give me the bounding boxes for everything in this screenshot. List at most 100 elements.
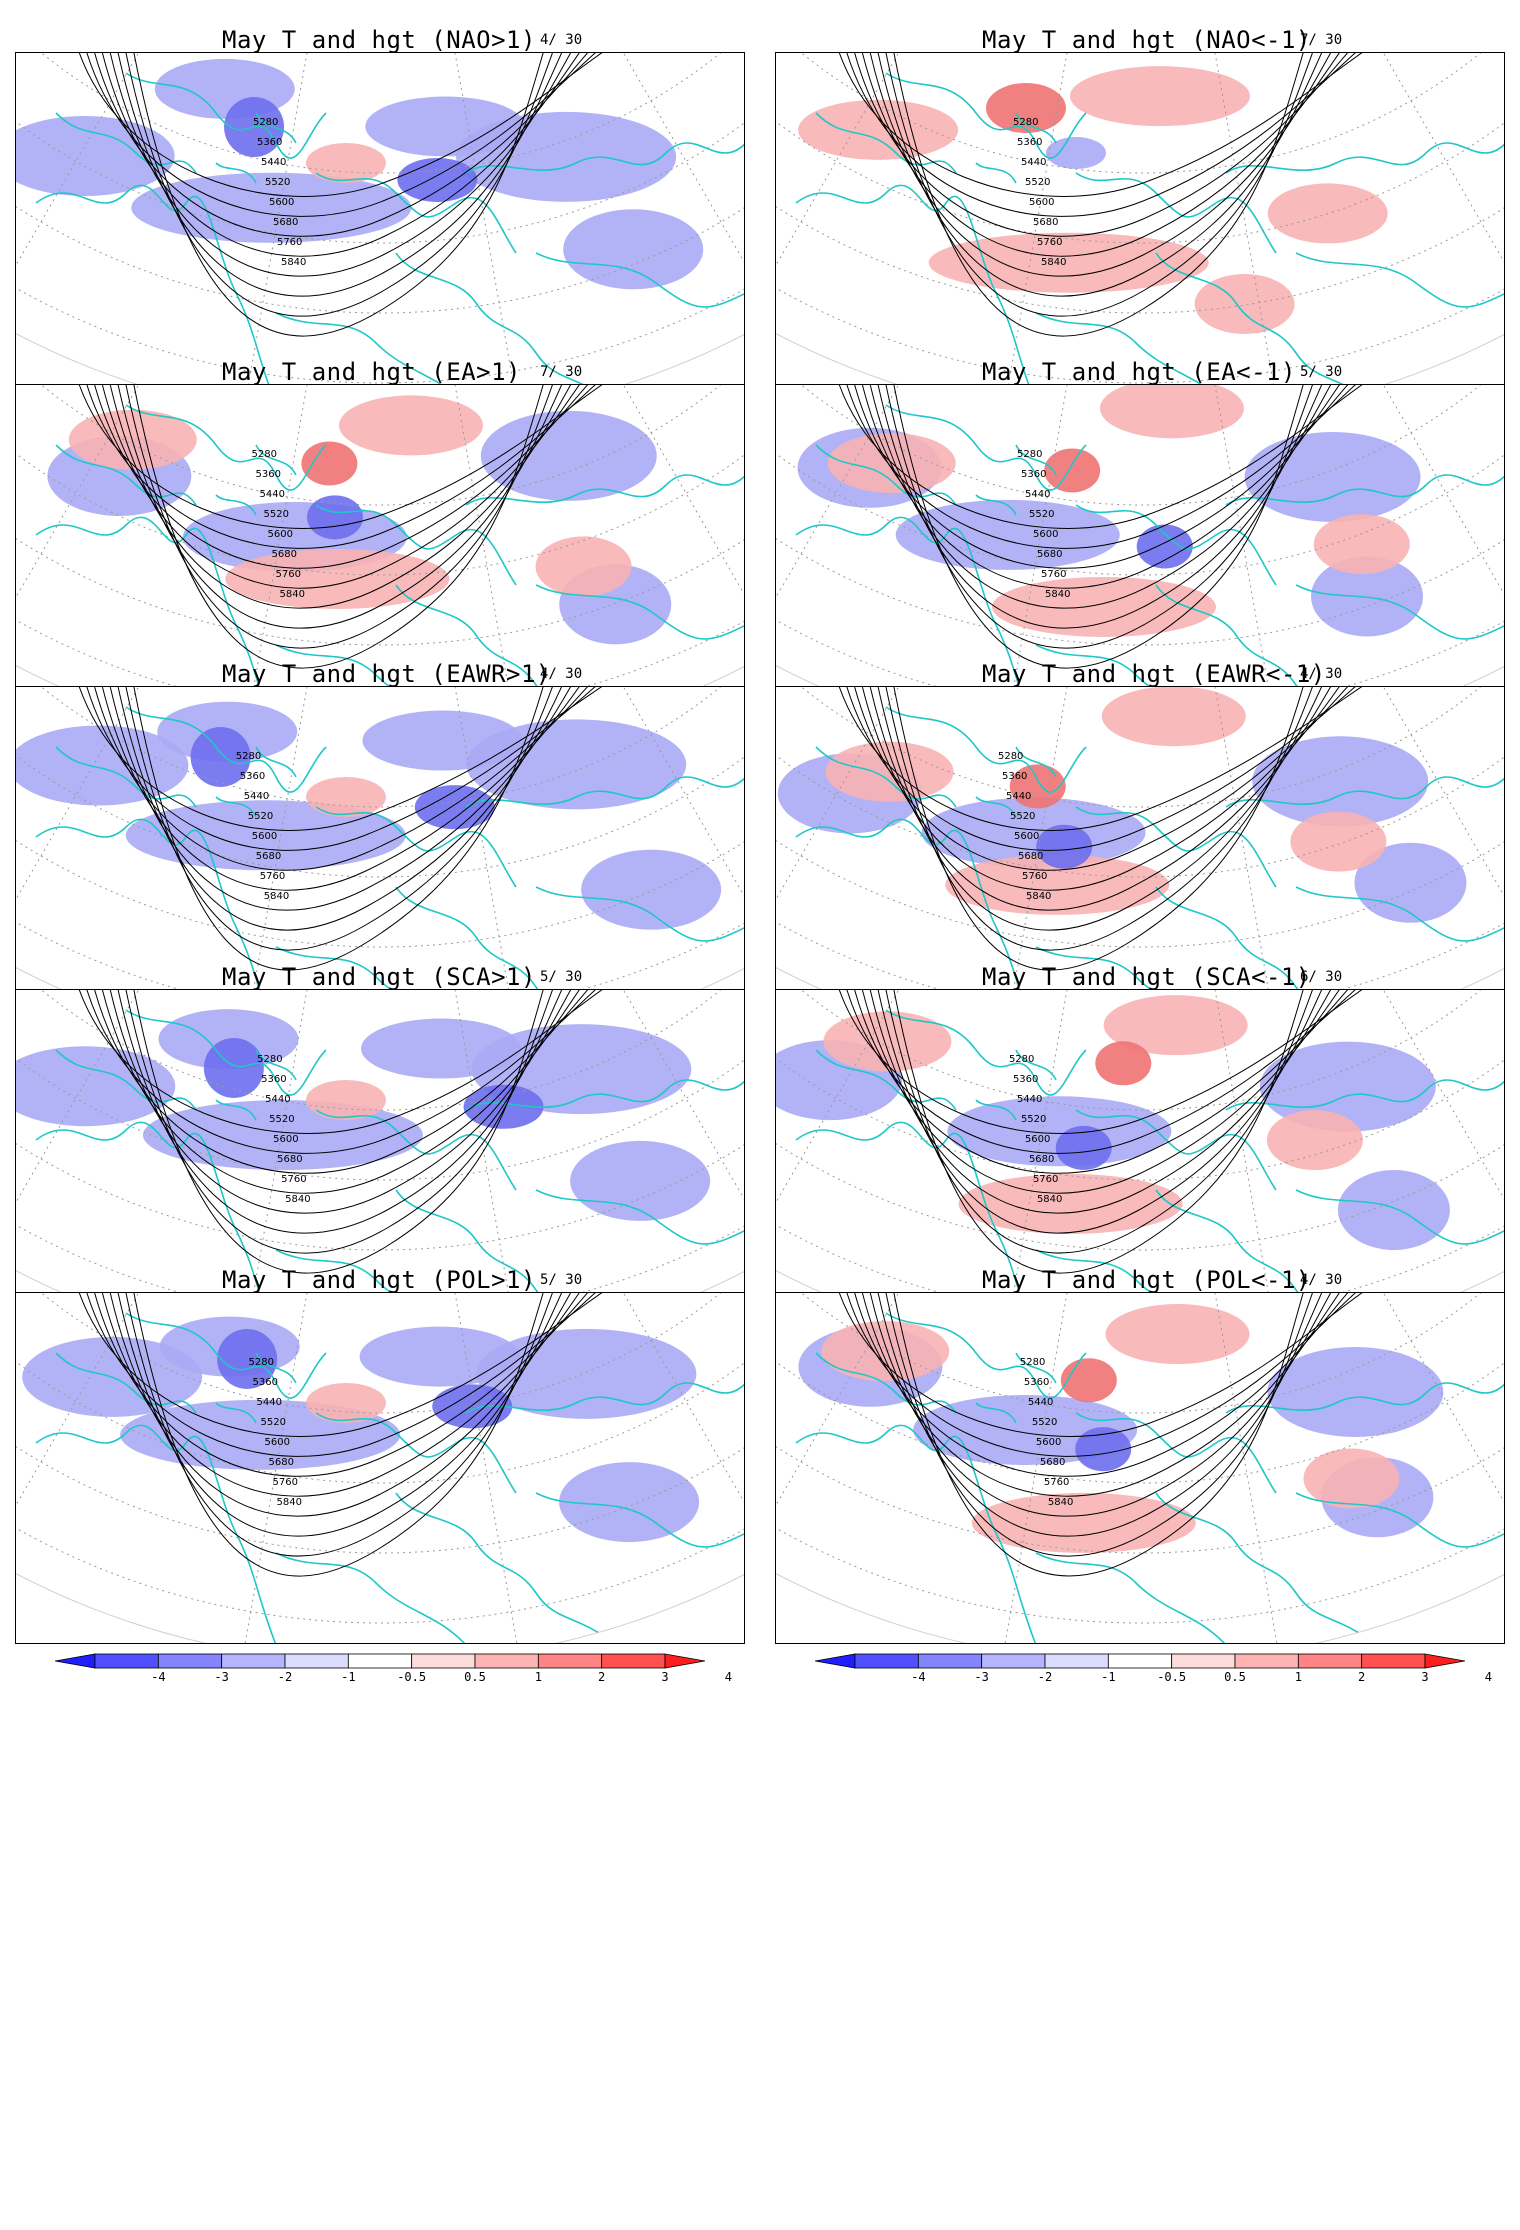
warm-anomaly-area <box>1290 811 1387 872</box>
contour-label: 5280 <box>1013 117 1038 128</box>
contour-label: 5280 <box>1020 1357 1045 1368</box>
coastline <box>255 112 297 144</box>
contour-label: 5840 <box>1041 257 1066 268</box>
cold-anomaly-area <box>16 725 189 806</box>
contour-label: 5440 <box>1021 157 1046 168</box>
contour-label: 5360 <box>1017 137 1042 148</box>
coastline <box>795 1424 1037 1643</box>
latitude-line <box>16 385 744 646</box>
coastline <box>1035 1552 1227 1643</box>
coastline <box>1075 1412 1277 1494</box>
height-contour <box>883 687 1317 951</box>
colorbar-tick-label: -0.5 <box>1157 1670 1187 1684</box>
cold-anomaly-area <box>365 96 526 157</box>
contour-label: 5440 <box>1006 791 1031 802</box>
height-contour <box>891 687 1307 971</box>
coastline <box>275 312 467 403</box>
cold-anomaly-area <box>581 849 722 930</box>
warm-anomaly-area <box>1101 687 1246 747</box>
map-frame: 5280 5360 5440 5520 5600 5680 5760 5840 <box>15 1292 745 1644</box>
coastline <box>215 494 257 516</box>
colorbar-tick-label: 3 <box>661 1670 669 1684</box>
panel-title-text: May T and hgt (EA>1) <box>222 358 521 386</box>
warm-anomaly-area <box>306 1080 386 1120</box>
coastline <box>975 1402 1017 1424</box>
warm-anomaly-area <box>928 232 1209 293</box>
map-frame: 5280 5360 5440 5520 5600 5680 5760 5840 <box>775 686 1505 1038</box>
coastline <box>1015 112 1057 144</box>
warm-anomaly-area <box>535 536 632 597</box>
strong-warm-anomaly <box>301 441 358 486</box>
contour-label: 5600 <box>269 197 294 208</box>
coastline <box>975 1099 1017 1121</box>
contour-label: 5440 <box>257 1397 282 1408</box>
coastline <box>215 1402 257 1424</box>
colorbar-segment <box>917 1653 983 1669</box>
cold-anomaly-area <box>362 710 523 771</box>
panel-count: 7/ 30 <box>540 364 583 380</box>
contour-label: 5360 <box>1002 771 1027 782</box>
panel-title: May T and hgt (EAWR<-1) 4/ 30 <box>760 654 1520 694</box>
cold-anomaly-area <box>360 1018 521 1079</box>
panel-count: 4/ 30 <box>1300 666 1343 682</box>
panel-title: May T and hgt (NAO<-1) 7/ 30 <box>760 20 1520 60</box>
coastline <box>125 404 327 491</box>
contour-label: 5760 <box>260 871 285 882</box>
coastline <box>465 776 744 808</box>
warm-anomaly-area <box>945 854 1170 915</box>
cold-anomaly-area <box>476 1328 697 1419</box>
contour-label: 5520 <box>264 509 289 520</box>
height-contour <box>107 53 577 277</box>
contour-label: 5760 <box>1033 1174 1058 1185</box>
coastline <box>315 806 517 888</box>
coastline <box>55 746 197 808</box>
panel-title-text: May T and hgt (POL<-1) <box>982 1266 1311 1294</box>
coastline <box>815 746 957 808</box>
coastline <box>815 1352 957 1414</box>
contour-label: 5360 <box>1021 469 1046 480</box>
contour-label: 5360 <box>240 771 265 782</box>
cold-anomaly-area <box>563 209 704 290</box>
panel-title: May T and hgt (EA>1) 7/ 30 <box>0 352 760 392</box>
colorbar: -4 -3 -2 -1 -0.5 0.5 1 2 3 4 <box>815 1652 1492 1688</box>
height-contour <box>867 53 1337 277</box>
warm-anomaly-area <box>958 1173 1183 1234</box>
contour-label: 5600 <box>1025 1134 1050 1145</box>
strong-cold-anomaly <box>1075 1427 1132 1472</box>
coastline <box>255 1352 297 1384</box>
panel-title-text: May T and hgt (NAO<-1) <box>982 26 1311 54</box>
coastline <box>885 706 1087 793</box>
height-contour <box>891 990 1307 1274</box>
height-contour <box>91 53 597 237</box>
colorbar-segment <box>474 1653 539 1669</box>
cold-anomaly-area <box>1259 1041 1436 1132</box>
coastline <box>35 818 277 1037</box>
cold-anomaly-area <box>947 1096 1172 1167</box>
contour-label: 5760 <box>1044 1477 1069 1488</box>
height-contour <box>123 687 557 951</box>
colorbar-tick-label: -4 <box>151 1670 166 1684</box>
colorbar-tick-label: -2 <box>1037 1670 1053 1684</box>
latitude-line <box>776 1293 1504 1554</box>
coastline <box>815 1049 957 1111</box>
coastline <box>215 162 257 184</box>
contour-label: 5760 <box>273 1477 298 1488</box>
cold-anomaly-area <box>131 172 412 243</box>
contour-label: 5440 <box>1017 1094 1042 1105</box>
warm-anomaly-area <box>339 395 484 456</box>
strong-warm-anomaly <box>986 83 1066 133</box>
warm-anomaly-area <box>68 409 197 470</box>
contour-label: 5840 <box>280 589 305 600</box>
panel-title-text: May T and hgt (POL>1) <box>222 1266 536 1294</box>
contour-label: 5440 <box>244 791 269 802</box>
strong-cold-anomaly <box>190 726 251 787</box>
contour-label: 5680 <box>1029 1154 1054 1165</box>
contour-label: 5760 <box>277 237 302 248</box>
strong-cold-anomaly <box>1055 1125 1112 1170</box>
colorbar-tick-label: 3 <box>1421 1670 1429 1684</box>
coastline <box>975 494 1017 516</box>
contour-label: 5520 <box>269 1114 294 1125</box>
coastline <box>795 516 1037 735</box>
cold-anomaly-area <box>1046 137 1106 169</box>
coastline <box>795 818 1037 1037</box>
